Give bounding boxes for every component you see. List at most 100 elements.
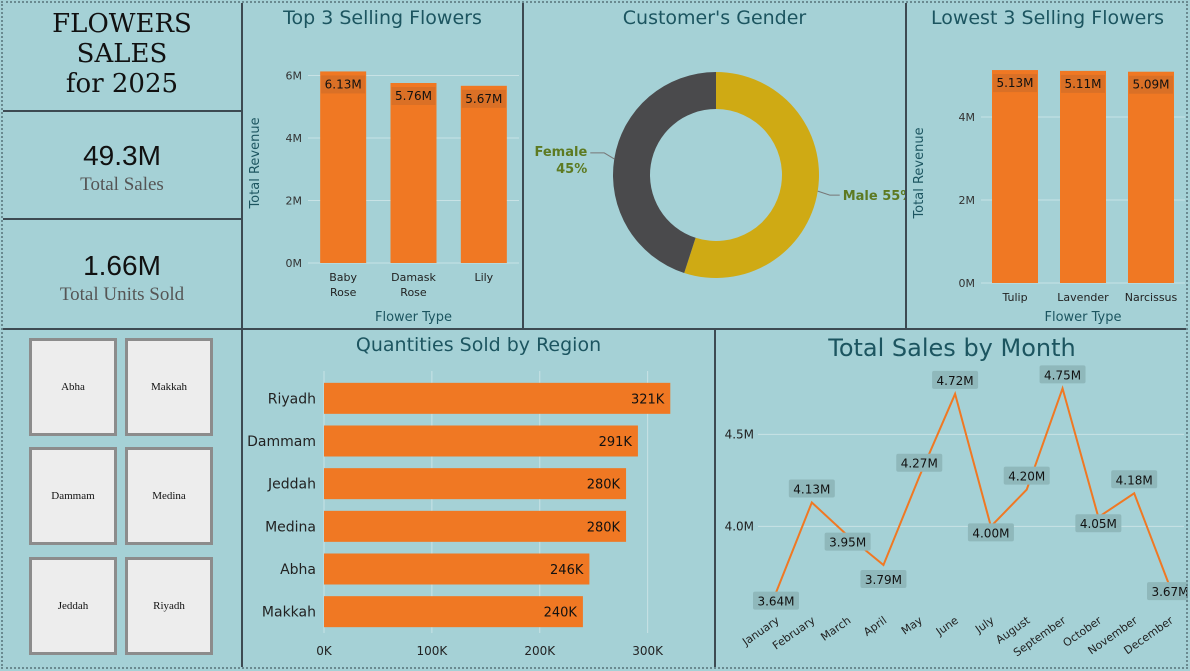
data-label: 5.13M <box>996 76 1033 90</box>
data-label-bg <box>1003 466 1050 485</box>
region-chart-panel: Quantities Sold by Region 0K 100K 200K 300K… <box>243 330 714 667</box>
divider <box>3 218 241 220</box>
bar <box>1060 70 1106 283</box>
y-tick-label: Riyadh <box>268 391 316 407</box>
data-label: 4.00M <box>972 526 1009 540</box>
data-label: 321K <box>631 392 665 407</box>
slicer-button-riyadh[interactable]: Riyadh <box>125 557 213 655</box>
female-percent: 45% <box>556 162 587 177</box>
low3-chart-title: Lowest 3 Selling Flowers <box>930 7 1165 29</box>
y-tick-label: 2M <box>959 194 976 207</box>
top3-chart-panel: Top 3 Selling Flowers 0M 2M 4M 6M 6.13M Baby R… <box>243 3 522 328</box>
top3-bar-chart: 0M 2M 4M 6M 6.13M Baby Rose 5.76M Damask Rose 5.67… <box>248 70 519 325</box>
kpi-total-units: 1.66M Total Units Sold <box>3 220 241 328</box>
data-label: 4.13M <box>793 482 830 496</box>
data-label: 280K <box>587 478 621 493</box>
bar <box>324 382 671 414</box>
divider <box>714 330 716 667</box>
data-label: 4.05M <box>1080 517 1117 531</box>
data-label-bg <box>1039 365 1086 384</box>
data-label-bg <box>860 570 907 589</box>
slicer-button-medina[interactable]: Medina <box>125 447 213 545</box>
data-label: 4.75M <box>1044 368 1081 382</box>
bar <box>324 553 590 585</box>
divider <box>3 328 1188 330</box>
region-bar-chart: 0K 100K 200K 300K 321K Riyadh 291K Dammam 280K Je… <box>247 371 671 658</box>
total-sales-label: Total Sales <box>80 174 164 195</box>
title-panel: FLOWERS SALES for 2025 <box>3 3 241 111</box>
gender-donut-chart: Male 55% Female 45% <box>535 72 913 278</box>
x-tick-label: 200K <box>524 644 556 658</box>
female-label: Female <box>535 145 588 160</box>
data-label-bg <box>461 89 506 108</box>
slicer-button-jeddah[interactable]: Jeddah <box>29 557 117 655</box>
y-tick-label: 4.5M <box>725 427 754 441</box>
bar <box>992 70 1038 283</box>
x-tick-label: Narcissus <box>1125 291 1178 304</box>
x-tick-label: March <box>818 614 853 644</box>
data-label: 246K <box>550 563 584 578</box>
y-tick-label: 6M <box>286 70 303 83</box>
total-units-value: 1.66M <box>83 250 161 281</box>
x-tick-label: 300K <box>632 644 664 658</box>
x-tick-label: Lavender <box>1057 291 1109 304</box>
leader-line <box>590 152 615 160</box>
bar <box>324 425 638 457</box>
bar <box>460 85 507 263</box>
y-tick-label: 4M <box>959 111 976 124</box>
bar <box>390 83 437 263</box>
page-title: FLOWERS SALES for 2025 <box>3 3 241 99</box>
data-label: 3.95M <box>829 536 866 550</box>
data-label-bg <box>788 479 835 498</box>
data-label-bg <box>391 87 436 105</box>
data-label: 4.20M <box>1008 470 1045 484</box>
x-tick-label: Baby <box>329 271 357 284</box>
x-tick-label: 100K <box>416 644 448 658</box>
x-tick-label: Lily <box>474 271 493 284</box>
top3-chart-title: Top 3 Selling Flowers <box>283 7 482 29</box>
x-tick-label: April <box>861 614 889 639</box>
low3-chart-panel: Lowest 3 Selling Flowers 0M 2M 4M 5.13M Tuli… <box>907 3 1188 328</box>
data-label: 5.76M <box>395 89 432 103</box>
leader-line <box>817 190 840 196</box>
data-label: 4.27M <box>901 457 938 471</box>
bar <box>320 71 367 263</box>
slicer-button-abha[interactable]: Abha <box>29 338 117 436</box>
total-sales-value: 49.3M <box>83 140 161 171</box>
data-label-bg <box>1061 74 1105 93</box>
y-tick-label: 0M <box>959 277 976 290</box>
title-line-3: for 2025 <box>65 69 179 99</box>
x-tick-label: July <box>972 614 997 637</box>
data-label-bg <box>1129 75 1173 94</box>
data-label-bg <box>321 75 366 94</box>
y-tick-label: Jeddah <box>267 477 316 493</box>
x-tick-label: Rose <box>400 286 427 299</box>
slicer-button-makkah[interactable]: Makkah <box>125 338 213 436</box>
gender-chart-panel: Customer's Gender Male 55% Female 45% <box>524 3 913 328</box>
data-label-bg <box>896 453 943 472</box>
bar <box>1128 71 1174 283</box>
slicer-button-dammam[interactable]: Dammam <box>29 447 117 545</box>
y-axis-label: Total Revenue <box>912 127 927 219</box>
monthly-chart-panel: Total Sales by Month 4.0M 4.5M 3.64M Januar… <box>716 330 1190 667</box>
data-label: 4.72M <box>937 374 974 388</box>
data-label-bg <box>1147 582 1190 601</box>
title-line-1: FLOWERS <box>52 9 192 39</box>
gender-chart-title: Customer's Gender <box>622 7 807 29</box>
region-chart-title: Quantities Sold by Region <box>355 334 602 356</box>
divider <box>3 110 241 112</box>
data-label-bg <box>824 532 871 551</box>
bar <box>324 468 627 500</box>
data-label: 5.11M <box>1064 77 1101 91</box>
total-units-label: Total Units Sold <box>59 284 185 305</box>
bar <box>324 596 583 628</box>
y-tick-label: 2M <box>286 195 303 208</box>
y-tick-label: Medina <box>265 519 316 535</box>
male-slice <box>684 72 819 278</box>
data-label: 5.09M <box>1132 78 1169 92</box>
female-slice <box>613 72 716 273</box>
y-tick-label: Makkah <box>262 605 316 621</box>
divider <box>905 3 907 328</box>
x-tick-label: Tulip <box>1001 291 1027 304</box>
data-label: 240K <box>544 606 578 621</box>
